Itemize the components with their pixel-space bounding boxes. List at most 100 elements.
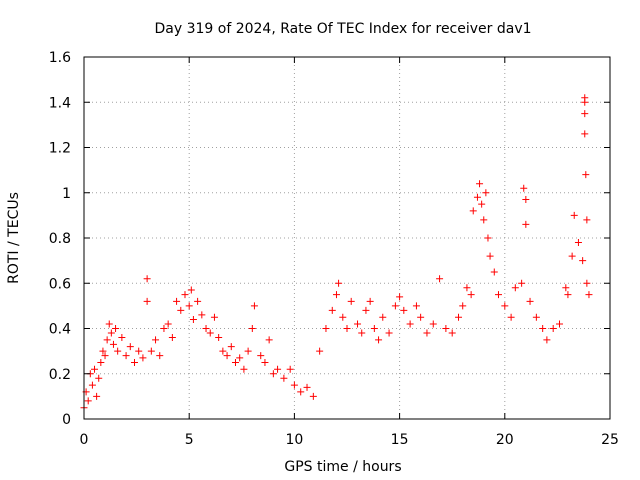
data-point-0-99 [482, 189, 490, 197]
data-point-0-6 [93, 392, 101, 400]
data-point-0-98 [480, 216, 488, 224]
data-point-0-26 [152, 336, 160, 344]
data-point-0-2 [84, 397, 92, 405]
data-point-0-96 [476, 180, 484, 188]
x-tick-label-4: 20 [496, 432, 514, 448]
x-tick-labels: 0 5 10 15 20 25 [80, 432, 619, 448]
data-point-0-25 [147, 347, 155, 355]
data-point-0-115 [549, 325, 557, 332]
data-point-0-101 [486, 252, 494, 260]
gridlines [84, 57, 610, 419]
data-point-0-54 [265, 336, 273, 344]
data-point-0-89 [448, 329, 456, 337]
y-tick-label-8: 1.6 [49, 50, 71, 66]
data-points [80, 94, 593, 412]
y-tick-label-1: 0.2 [49, 367, 71, 383]
data-point-0-113 [539, 325, 547, 332]
data-point-0-73 [362, 306, 370, 314]
data-point-0-127 [582, 171, 590, 179]
data-point-0-53 [261, 358, 269, 366]
data-point-0-102 [490, 268, 498, 276]
data-point-0-61 [303, 383, 311, 391]
data-point-0-63 [316, 347, 324, 355]
data-point-0-111 [526, 297, 534, 305]
data-point-0-130 [585, 291, 593, 299]
data-point-0-128 [583, 216, 591, 224]
data-point-0-43 [219, 347, 227, 355]
data-point-0-108 [520, 184, 528, 192]
data-point-0-79 [391, 302, 399, 310]
data-point-0-116 [556, 320, 564, 328]
data-point-0-8 [97, 358, 105, 366]
data-point-0-35 [187, 286, 195, 294]
y-tick-label-0: 0 [62, 412, 71, 428]
data-point-0-92 [463, 284, 471, 292]
data-point-0-129 [583, 279, 591, 287]
data-point-0-5 [91, 365, 99, 373]
data-point-0-13 [107, 329, 115, 337]
data-point-0-45 [227, 343, 235, 351]
data-point-0-74 [366, 297, 374, 305]
data-point-0-22 [139, 354, 147, 362]
data-point-0-97 [478, 200, 486, 208]
data-point-0-85 [423, 329, 431, 337]
data-point-0-44 [223, 352, 231, 360]
y-tick-label-2: 0.4 [49, 322, 71, 338]
data-point-0-68 [339, 313, 347, 321]
data-point-0-70 [347, 297, 355, 305]
x-tick-label-2: 10 [285, 432, 303, 448]
x-tick-label-1: 5 [185, 432, 194, 448]
data-point-0-9 [99, 347, 107, 355]
data-point-0-105 [507, 313, 515, 321]
data-point-0-59 [290, 381, 298, 389]
data-point-0-122 [579, 257, 587, 265]
data-point-0-47 [236, 354, 244, 362]
plot-frame [83, 56, 611, 420]
data-point-0-77 [379, 313, 387, 321]
data-point-0-125 [581, 110, 589, 118]
data-point-0-41 [210, 313, 218, 321]
data-point-0-57 [280, 374, 288, 382]
data-point-0-118 [564, 291, 572, 299]
data-point-0-83 [412, 302, 420, 310]
data-point-0-14 [109, 340, 117, 348]
data-point-0-78 [385, 329, 393, 337]
data-point-0-15 [112, 325, 120, 332]
data-point-0-120 [570, 211, 578, 219]
y-tick-label-6: 1.2 [49, 141, 71, 157]
x-tick-label-0: 0 [80, 432, 89, 448]
data-point-0-76 [375, 336, 383, 344]
data-point-0-27 [156, 352, 164, 360]
axes [83, 56, 611, 420]
data-point-0-93 [467, 291, 475, 299]
data-point-0-23 [143, 275, 151, 283]
data-point-0-62 [309, 392, 317, 400]
data-point-0-31 [173, 297, 181, 305]
data-point-0-39 [202, 325, 210, 332]
data-point-0-80 [396, 293, 404, 301]
x-axis-label: GPS time / hours [284, 459, 401, 475]
data-point-0-58 [286, 365, 294, 373]
data-point-0-69 [343, 325, 351, 332]
data-point-0-91 [459, 302, 467, 310]
data-point-0-50 [248, 325, 256, 332]
data-point-0-48 [240, 365, 248, 373]
data-point-0-33 [181, 291, 189, 299]
data-point-0-117 [562, 284, 570, 292]
data-point-0-11 [103, 336, 111, 344]
data-point-0-88 [442, 325, 450, 332]
x-tick-label-3: 15 [391, 432, 409, 448]
data-point-0-34 [185, 302, 193, 310]
data-point-0-106 [511, 284, 519, 292]
data-point-0-64 [322, 325, 330, 332]
data-point-0-104 [501, 302, 509, 310]
data-point-0-18 [122, 352, 130, 360]
data-point-0-7 [95, 374, 103, 382]
y-tick-label-5: 1 [62, 186, 71, 202]
data-point-0-16 [114, 347, 122, 355]
data-point-0-119 [568, 252, 576, 260]
data-point-0-20 [130, 358, 138, 366]
data-point-0-4 [88, 381, 96, 389]
x-tick-label-5: 25 [601, 432, 619, 448]
y-axis-label: ROTI / TECUs [6, 192, 22, 284]
